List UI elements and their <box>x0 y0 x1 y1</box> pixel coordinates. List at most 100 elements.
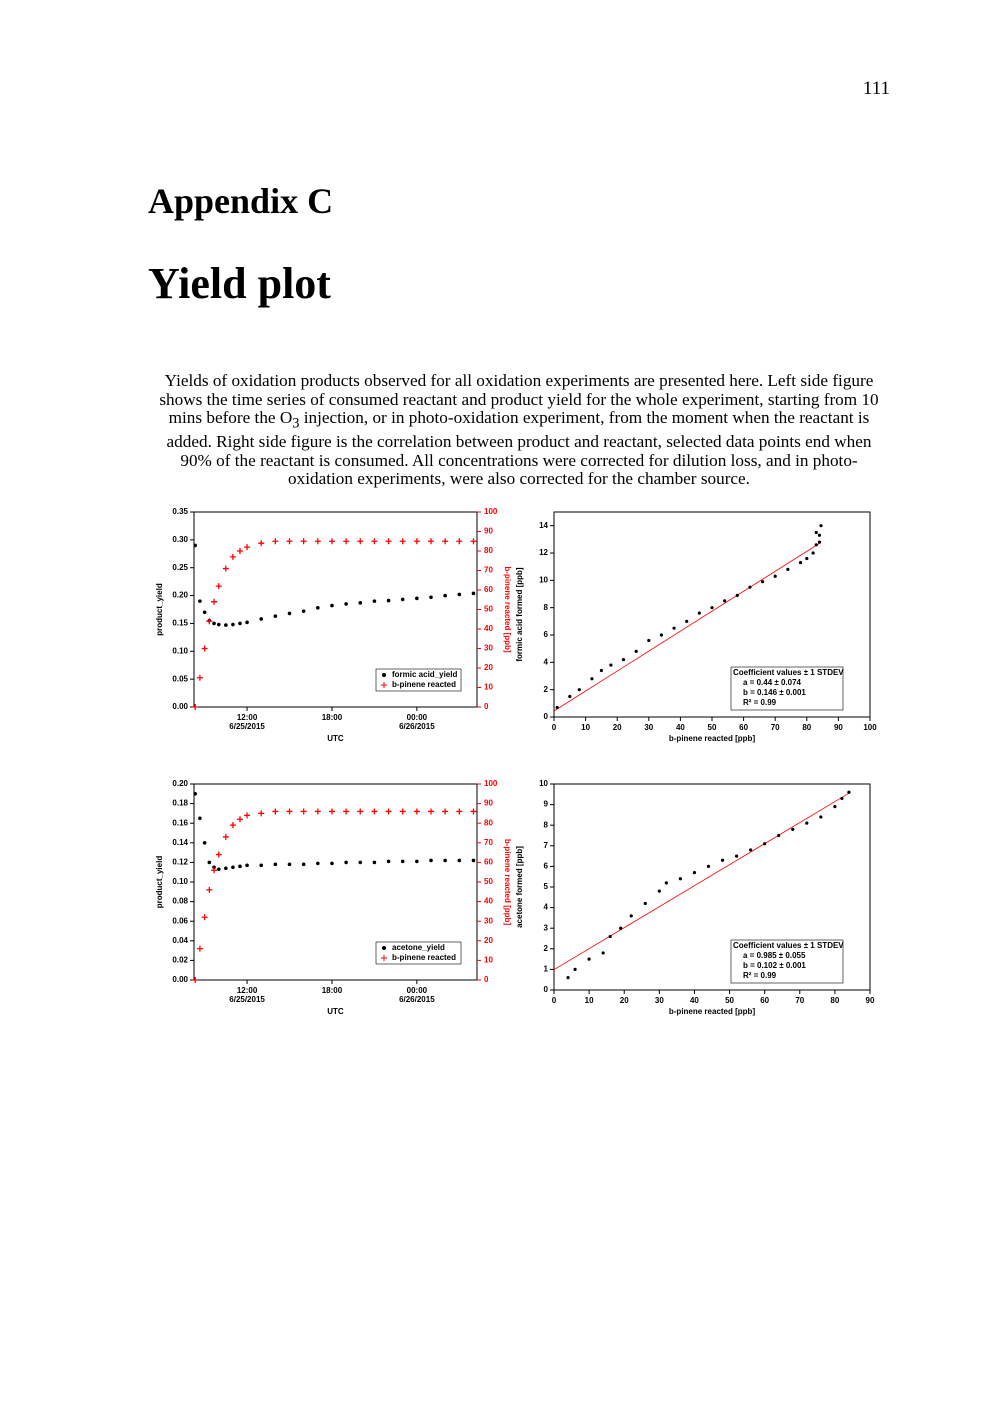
data-point <box>300 808 307 815</box>
data-point <box>244 544 251 551</box>
data-point <box>685 619 689 623</box>
data-point <box>587 957 591 961</box>
x-tick-label: 70 <box>771 723 780 732</box>
x-tick-label: 12:00 <box>237 713 258 722</box>
data-point <box>193 543 197 548</box>
data-point <box>328 808 335 815</box>
data-point <box>287 862 292 867</box>
data-point <box>212 621 216 626</box>
data-point <box>400 859 405 864</box>
y-tick-label: 0.04 <box>172 936 188 945</box>
y2-tick-label: 90 <box>484 799 493 808</box>
x-tick-label: 0 <box>552 723 557 732</box>
data-point <box>697 611 701 615</box>
data-point <box>672 626 676 630</box>
x-tick-label: 40 <box>690 996 699 1005</box>
legend-label: formic acid_yield <box>392 670 457 679</box>
data-point <box>201 645 208 652</box>
data-point <box>577 688 581 692</box>
data-point <box>847 790 851 794</box>
y-tick-label: 0.15 <box>172 619 188 628</box>
data-point <box>791 827 795 831</box>
data-point <box>344 602 348 606</box>
data-point <box>706 864 711 869</box>
x-tick-label: 00:00 <box>407 986 428 995</box>
data-point <box>413 538 420 545</box>
y2-tick-label: 50 <box>484 877 493 886</box>
x-tick-label: 70 <box>795 996 804 1005</box>
data-point <box>229 553 236 560</box>
x-tick-label: 50 <box>725 996 734 1005</box>
data-point <box>763 842 767 846</box>
data-point <box>386 598 391 603</box>
y-tick-label: 2 <box>544 944 549 953</box>
legend-marker <box>381 955 387 961</box>
coefficient-box <box>730 666 844 711</box>
y-axis-label: product_yield <box>155 583 164 636</box>
data-point <box>568 694 572 699</box>
x-tick-date: 6/25/2015 <box>229 995 265 1004</box>
data-point <box>314 538 321 545</box>
y2-tick-label: 50 <box>484 605 493 614</box>
data-point <box>196 674 203 681</box>
y2-tick-label: 30 <box>484 644 493 653</box>
data-point <box>599 668 604 673</box>
y-tick-label: 3 <box>544 923 549 932</box>
data-point <box>198 816 202 821</box>
chapter: Appendix C <box>148 181 334 221</box>
data-point <box>657 889 661 893</box>
data-point <box>386 859 391 864</box>
legend-box <box>375 941 462 965</box>
y-tick-label: 0.12 <box>172 858 188 867</box>
y-tick-label: 0.30 <box>172 535 188 544</box>
data-point <box>470 808 477 815</box>
data-point <box>399 538 406 545</box>
data-point <box>215 851 222 858</box>
data-point <box>621 658 626 662</box>
y-tick-label: 4 <box>544 903 549 912</box>
data-point <box>206 886 213 893</box>
data-point <box>201 914 208 921</box>
y-tick-label: 12 <box>539 548 548 557</box>
legend-marker <box>381 682 387 688</box>
y-tick-label: 14 <box>539 521 548 530</box>
y-tick-label: 0.14 <box>172 838 188 847</box>
data-point <box>629 914 633 918</box>
data-point <box>456 808 463 815</box>
data-point <box>590 677 594 681</box>
y-tick-label: 0.16 <box>172 818 188 827</box>
y2-tick-label: 10 <box>484 956 493 965</box>
y-tick-label: 0.02 <box>172 956 188 965</box>
y-tick-label: 1 <box>544 965 549 974</box>
subscript: 3 <box>292 415 300 432</box>
data-point <box>833 805 837 809</box>
data-point <box>643 901 647 906</box>
x-tick-label: 20 <box>620 996 629 1005</box>
data-point <box>371 808 378 815</box>
x-tick-label: 20 <box>613 723 622 732</box>
x-tick-label: 90 <box>866 996 875 1005</box>
x-tick-label: 30 <box>655 996 664 1005</box>
data-point <box>236 816 243 823</box>
y2-tick-label: 10 <box>484 683 493 692</box>
x-tick-label: 60 <box>760 996 769 1005</box>
legend-label: b-pinene reacted <box>392 953 456 962</box>
data-point <box>710 606 714 610</box>
data-point <box>259 617 264 621</box>
data-point <box>258 540 265 547</box>
coefficient-text: b = 0.102 ± 0.001 <box>743 961 806 970</box>
data-point <box>659 633 664 637</box>
x-axis-label: UTC <box>327 1007 344 1016</box>
data-point <box>814 530 818 535</box>
data-point <box>224 623 228 627</box>
y2-tick-label: 20 <box>484 663 493 672</box>
data-point <box>720 858 725 862</box>
data-point <box>647 638 651 643</box>
data-point <box>634 649 638 654</box>
x-tick-date: 6/26/2015 <box>399 995 435 1004</box>
data-point <box>814 543 818 547</box>
y2-tick-label: 70 <box>484 566 493 575</box>
data-point <box>193 792 197 796</box>
y-tick-label: 5 <box>544 882 549 891</box>
x-tick-date: 6/25/2015 <box>229 722 265 731</box>
